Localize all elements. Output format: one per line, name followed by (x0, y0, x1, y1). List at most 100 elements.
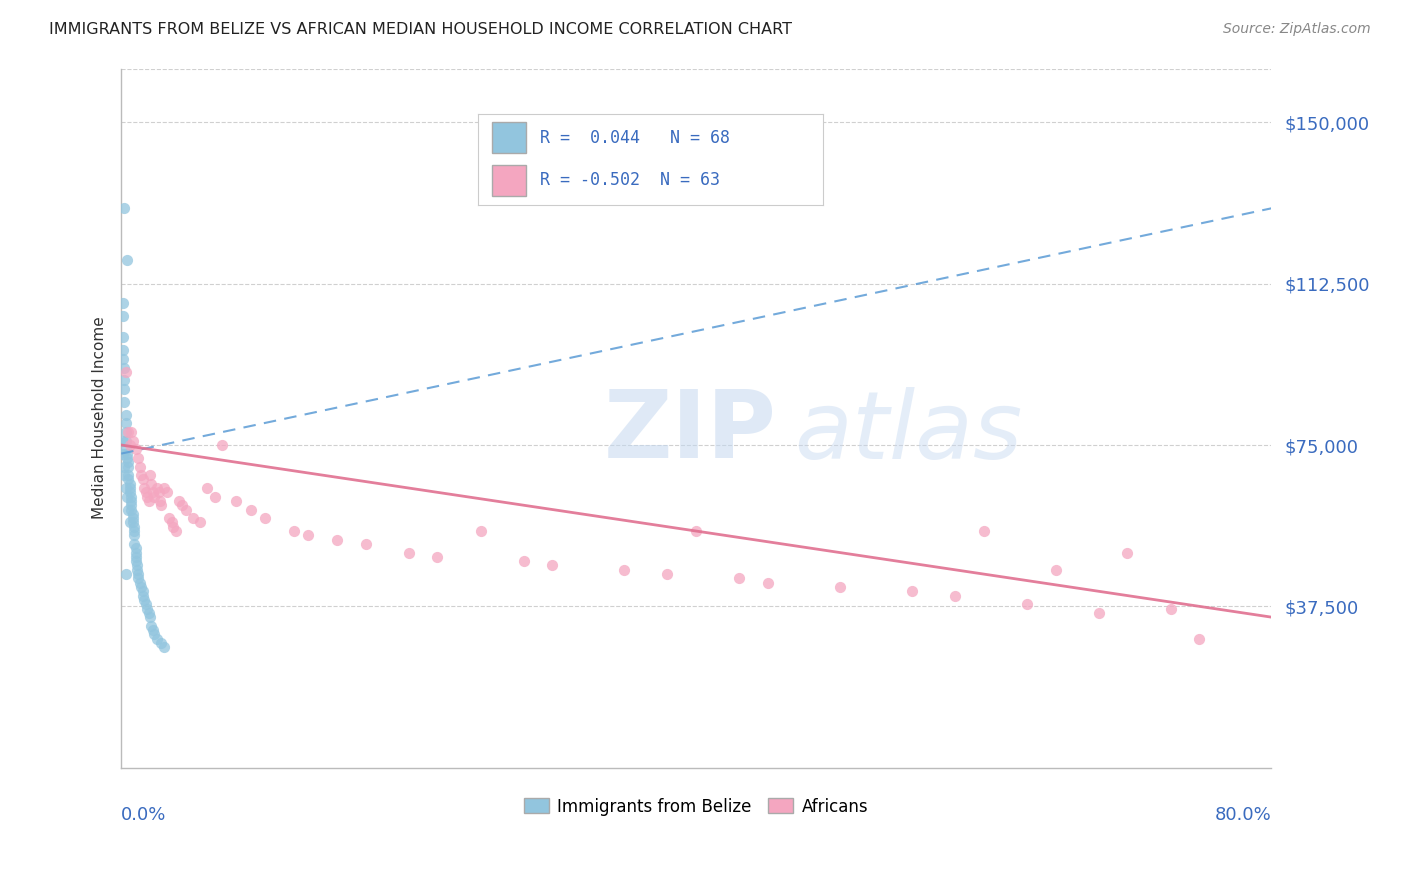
Point (127, 450, 149, 465)
Point (131, 580, 153, 594)
Point (124, 442, 146, 457)
Point (326, 533, 349, 547)
Point (1045, 563, 1067, 577)
Point (111, 351, 134, 366)
Point (141, 618, 163, 632)
Point (115, 450, 138, 465)
Point (124, 541, 146, 556)
Point (114, 567, 136, 582)
Point (139, 610, 162, 624)
Point (122, 520, 145, 534)
Point (127, 567, 149, 582)
Point (132, 472, 155, 486)
Point (114, 408, 136, 422)
Point (239, 502, 262, 516)
Point (124, 549, 146, 564)
Point (512, 554, 534, 568)
Point (398, 545, 420, 559)
Point (657, 567, 679, 582)
Point (118, 485, 141, 500)
Point (111, 343, 134, 358)
Point (174, 502, 197, 516)
Point (118, 438, 141, 452)
Point (120, 494, 142, 508)
Point (115, 490, 138, 504)
Point (120, 425, 142, 439)
Point (121, 507, 143, 521)
Point (148, 485, 170, 500)
Point (121, 516, 143, 530)
Point (142, 623, 165, 637)
Point (283, 524, 305, 538)
Point (136, 601, 159, 615)
Point (146, 632, 169, 646)
Point (135, 485, 157, 500)
Point (131, 468, 153, 483)
Point (111, 309, 134, 323)
Point (167, 494, 190, 508)
Point (112, 374, 135, 388)
Point (134, 593, 156, 607)
Point (253, 511, 276, 525)
Point (160, 516, 183, 530)
Point (426, 549, 449, 564)
Point (143, 627, 166, 641)
Point (225, 494, 247, 508)
Point (156, 485, 179, 500)
Point (685, 524, 707, 538)
Point (117, 502, 139, 516)
Text: ZIP: ZIP (605, 386, 778, 478)
Point (114, 434, 136, 448)
Text: Source: ZipAtlas.com: Source: ZipAtlas.com (1223, 22, 1371, 37)
Point (142, 485, 165, 500)
Point (136, 490, 159, 504)
Point (150, 636, 173, 650)
Point (1087, 606, 1109, 620)
Point (141, 476, 163, 491)
Point (118, 476, 141, 491)
Point (470, 524, 492, 538)
Point (117, 459, 139, 474)
Point (114, 442, 136, 457)
Point (138, 494, 160, 508)
Point (973, 524, 995, 538)
Point (297, 528, 319, 542)
Point (120, 498, 142, 512)
Point (150, 498, 173, 512)
Point (111, 296, 134, 310)
Point (117, 455, 139, 469)
Point (114, 481, 136, 495)
Point (121, 511, 143, 525)
Point (122, 537, 145, 551)
Point (121, 434, 143, 448)
Point (613, 563, 636, 577)
Point (127, 571, 149, 585)
Text: IMMIGRANTS FROM BELIZE VS AFRICAN MEDIAN HOUSEHOLD INCOME CORRELATION CHART: IMMIGRANTS FROM BELIZE VS AFRICAN MEDIAN… (49, 22, 792, 37)
Point (828, 580, 851, 594)
Point (181, 511, 204, 525)
Point (134, 481, 156, 495)
Point (112, 360, 135, 375)
Point (117, 425, 139, 439)
Point (132, 584, 155, 599)
Point (146, 481, 169, 495)
Point (162, 520, 184, 534)
Point (111, 447, 134, 461)
Point (143, 490, 166, 504)
Point (117, 468, 139, 483)
Text: atlas: atlas (794, 386, 1022, 477)
Point (118, 481, 141, 495)
Point (204, 490, 226, 504)
Point (129, 459, 152, 474)
Point (120, 502, 142, 516)
Point (125, 558, 148, 573)
Point (129, 575, 152, 590)
Point (114, 425, 136, 439)
Point (354, 537, 377, 551)
Point (943, 589, 966, 603)
Point (153, 481, 176, 495)
Point (170, 498, 193, 512)
Point (1160, 601, 1182, 615)
Point (1116, 545, 1139, 559)
Point (139, 468, 162, 483)
